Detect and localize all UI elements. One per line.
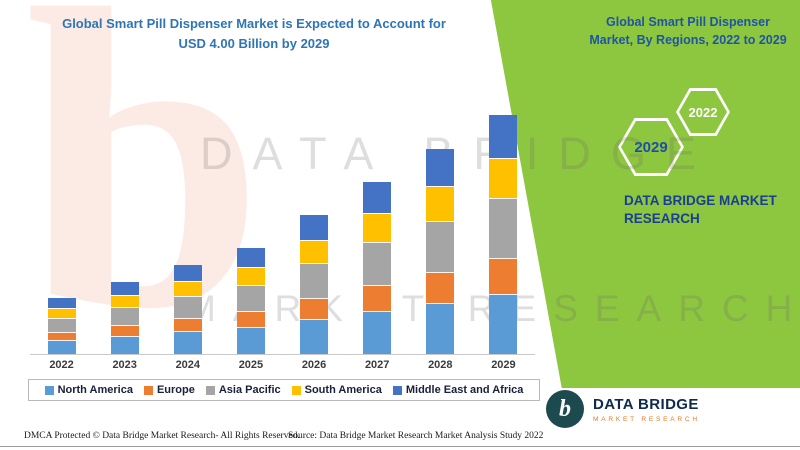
hexagon-2022: 2022: [676, 88, 730, 136]
bar-column-2024: [173, 265, 202, 354]
bar-segment-north-america: [110, 336, 139, 354]
legend-item: Europe: [143, 384, 195, 396]
chart-title-line2: USD 4.00 Billion by 2029: [178, 36, 330, 52]
x-axis-label: 2029: [491, 359, 516, 371]
chart-title-line1: Global Smart Pill Dispenser Market is Ex…: [62, 16, 446, 31]
bar-column-2029: [489, 115, 518, 354]
bar-segment-south-america: [173, 281, 202, 296]
logo-tagline: MARKET RESEARCH: [593, 415, 700, 423]
brand-text-line2: RESEARCH: [624, 211, 700, 227]
brand-text: DATA BRIDGE MARKET RESEARCH: [624, 192, 800, 228]
bar-column-2028: [426, 149, 455, 354]
bar-segment-middle-east-and-africa: [110, 282, 139, 295]
legend-label: Europe: [156, 384, 195, 396]
bar-segment-north-america: [363, 311, 392, 354]
bar-segment-north-america: [300, 319, 329, 354]
x-axis-label: 2026: [301, 359, 327, 371]
bar-segment-asia-pacific: [236, 285, 265, 311]
bar-segment-north-america: [47, 340, 76, 354]
legend-item: North America: [44, 384, 133, 396]
legend-item: Asia Pacific: [205, 384, 281, 396]
brand-text-line1: DATA BRIDGE MARKET: [624, 193, 777, 208]
bar-segment-europe: [110, 325, 139, 336]
bar-segment-south-america: [47, 308, 76, 318]
legend: North America Europe Asia Pacific South Ame…: [28, 379, 540, 401]
legend-item: Middle East and Africa: [392, 384, 524, 396]
bar-segment-europe: [363, 285, 392, 311]
bar-segment-middle-east-and-africa: [426, 149, 455, 186]
bar-segment-north-america: [489, 294, 518, 354]
bar-segment-south-america: [110, 295, 139, 307]
x-axis-label: 2024: [175, 359, 201, 371]
legend-swatch-icon: [44, 385, 54, 395]
legend-swatch-icon: [143, 385, 153, 395]
hexagon-2022-label: 2022: [688, 104, 718, 120]
bar-segment-north-america: [426, 303, 455, 354]
bar-segment-europe: [236, 311, 265, 327]
x-axis-label: 2023: [112, 359, 137, 371]
logo-text-block: DATA BRIDGE MARKET RESEARCH: [593, 396, 700, 423]
bar-segment-north-america: [236, 327, 265, 354]
legend-swatch-icon: [392, 385, 402, 395]
bar-column-2023: [110, 282, 139, 354]
bar-segment-middle-east-and-africa: [363, 182, 392, 213]
x-axis-label: 2022: [49, 359, 74, 371]
bar-segment-middle-east-and-africa: [173, 265, 202, 281]
data-bridge-logo: b DATA BRIDGE MARKET RESEARCH: [546, 390, 700, 428]
x-axis-label: 2025: [238, 359, 264, 371]
logo-name: DATA BRIDGE: [593, 395, 699, 413]
bar-segment-europe: [489, 258, 518, 294]
bar-segment-south-america: [363, 213, 392, 242]
x-axis-labels: 2022 2023 2024 2025 2026 2027 2028 2029: [30, 359, 535, 373]
bar-segment-europe: [300, 298, 329, 319]
bar-segment-middle-east-and-africa: [489, 115, 518, 158]
legend-label: North America: [57, 384, 133, 396]
bar-segment-asia-pacific: [110, 307, 139, 325]
right-panel-title: Global Smart Pill Dispenser Market, By R…: [582, 13, 794, 49]
bar-segment-middle-east-and-africa: [300, 215, 329, 240]
bar-segment-europe: [47, 332, 76, 340]
bar-segment-north-america: [173, 331, 202, 354]
x-axis-label: 2028: [428, 359, 453, 371]
chart-title: Global Smart Pill Dispenser Market is Ex…: [18, 14, 490, 54]
bar-chart-plot-area: [30, 112, 535, 355]
hexagon-2022-fill: [679, 91, 727, 133]
bar-segment-south-america: [489, 158, 518, 198]
bar-column-2026: [300, 215, 329, 354]
dmca-notice: DMCA Protected © Data Bridge Market Rese…: [24, 431, 300, 441]
legend-label: Asia Pacific: [218, 384, 281, 396]
bar-segment-asia-pacific: [47, 318, 76, 332]
bar-segment-europe: [173, 318, 202, 331]
right-panel-title-line2: Market, By Regions, 2022 to 2029: [589, 33, 787, 48]
x-axis-label: 2027: [364, 359, 390, 371]
legend-label: Middle East and Africa: [405, 384, 524, 396]
bar-column-2025: [236, 248, 265, 354]
bar-segment-europe: [426, 272, 455, 303]
bar-segment-south-america: [236, 267, 265, 285]
bar-segment-middle-east-and-africa: [236, 248, 265, 267]
bar-column-2027: [363, 182, 392, 354]
right-panel-title-line1: Global Smart Pill Dispenser: [606, 15, 770, 29]
bar-segment-asia-pacific: [489, 198, 518, 258]
bar-segment-asia-pacific: [426, 221, 455, 272]
legend-swatch-icon: [205, 385, 215, 395]
bottom-divider: [0, 446, 800, 447]
source-note: Source: Data Bridge Market Research Mark…: [288, 431, 544, 441]
bar-segment-middle-east-and-africa: [47, 298, 76, 308]
hexagon-2029-fill: [621, 121, 681, 173]
bar-column-2022: [47, 298, 76, 354]
bar-segment-south-america: [300, 240, 329, 263]
bar-segment-south-america: [426, 186, 455, 221]
hexagon-2029-label: 2029: [634, 138, 668, 156]
legend-item: South America: [291, 384, 382, 396]
legend-label: South America: [304, 384, 382, 396]
bar-segment-asia-pacific: [173, 296, 202, 318]
bar-segment-asia-pacific: [300, 263, 329, 298]
legend-swatch-icon: [291, 385, 301, 395]
logo-b-icon: b: [546, 390, 584, 428]
hexagon-2029: 2029: [618, 118, 684, 176]
bar-segment-asia-pacific: [363, 242, 392, 285]
